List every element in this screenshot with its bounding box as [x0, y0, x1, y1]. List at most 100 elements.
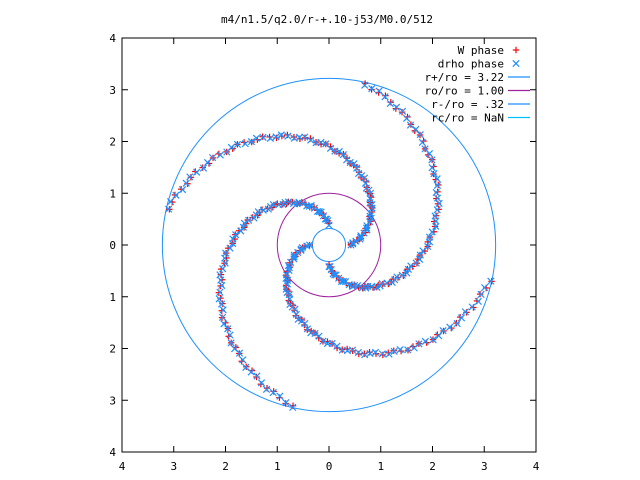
- drho-phase-point: [229, 239, 237, 248]
- cross-stroke: [203, 158, 212, 167]
- cross-stroke: [325, 221, 333, 229]
- drho-phase-point: [233, 140, 242, 149]
- drho-phase-point: [425, 233, 434, 241]
- drho-phase-point: [428, 163, 436, 172]
- drho-phase-point: [363, 224, 371, 232]
- cross-stroke: [272, 133, 280, 141]
- cross-stroke: [339, 151, 347, 159]
- x-tick-label: 3: [481, 460, 488, 473]
- drho-phase-point: [424, 242, 432, 251]
- cross-stroke: [328, 339, 336, 348]
- cross-stroke: [416, 131, 424, 139]
- drho-phase-point: [178, 186, 187, 194]
- drho-phase-point: [416, 251, 424, 259]
- cross-stroke: [366, 189, 375, 197]
- cross-stroke: [404, 265, 412, 274]
- drho-phase-point: [351, 281, 359, 290]
- drho-phase-point: [275, 201, 283, 209]
- cross-stroke: [477, 290, 485, 299]
- x-tick-label: 3: [170, 460, 177, 473]
- cross-stroke: [326, 263, 334, 271]
- drho-phase-point: [381, 93, 389, 101]
- cross-stroke: [474, 297, 482, 306]
- cross-stroke: [398, 271, 406, 279]
- cross-stroke: [319, 212, 328, 220]
- drho-phase-point: [439, 327, 447, 335]
- cross-stroke: [233, 140, 242, 149]
- drho-phase-point: [412, 125, 420, 133]
- cross-stroke: [218, 281, 226, 290]
- cross-stroke: [317, 138, 325, 147]
- cross-stroke: [333, 342, 341, 350]
- x-tick-label: 2: [222, 460, 229, 473]
- x-tick-label: 1: [274, 460, 281, 473]
- drho-phase-point: [361, 351, 369, 359]
- drho-phase-point: [407, 262, 415, 270]
- cross-stroke: [343, 347, 352, 355]
- drho-phase-point: [290, 253, 298, 261]
- drho-phase-point: [431, 212, 439, 220]
- drho-phase-point: [474, 297, 482, 306]
- cross-stroke: [326, 144, 335, 153]
- drho-phase-point: [457, 314, 466, 322]
- cross-stroke: [432, 222, 440, 230]
- drho-phase-point: [287, 258, 295, 266]
- drho-phase-point: [199, 164, 208, 172]
- drho-phase-point: [354, 169, 363, 178]
- drho-phase-point: [339, 151, 347, 159]
- cross-stroke: [327, 265, 335, 274]
- cross-stroke: [350, 160, 358, 168]
- drho-phase-point: [244, 216, 253, 224]
- cross-stroke: [428, 163, 436, 172]
- drho-phase-point: [357, 233, 365, 242]
- drho-phase-point: [403, 269, 411, 277]
- cross-stroke: [259, 206, 268, 214]
- cross-stroke: [398, 107, 407, 115]
- x-tick-label: 4: [119, 460, 126, 473]
- cross-stroke: [165, 205, 173, 213]
- drho-phase-point: [282, 398, 290, 407]
- drho-phase-point: [215, 295, 223, 303]
- cross-stroke: [351, 281, 359, 290]
- cross-stroke: [433, 181, 442, 190]
- cross-stroke: [223, 148, 231, 156]
- drho-phase-point: [167, 198, 175, 206]
- drho-phase-point: [250, 214, 258, 222]
- cross-stroke: [383, 279, 391, 287]
- cross-stroke: [269, 388, 277, 397]
- legend-marker-swatch: [512, 46, 520, 54]
- y-tick-label: 4: [109, 446, 116, 459]
- drho-phase-point: [289, 199, 298, 208]
- cross-stroke: [266, 134, 274, 142]
- cross-stroke: [222, 249, 230, 257]
- drho-phase-point: [328, 339, 336, 348]
- drho-phase-point: [220, 320, 228, 328]
- drho-phase-point: [433, 206, 441, 214]
- cross-stroke: [303, 325, 312, 333]
- cross-stroke: [407, 262, 415, 270]
- reference-circle: [161, 77, 497, 413]
- cross-stroke: [396, 346, 404, 354]
- drho-phase-point: [284, 132, 292, 140]
- cross-stroke: [403, 114, 411, 122]
- drho-phase-point: [396, 346, 404, 354]
- drho-phase-point: [291, 305, 299, 313]
- cross-stroke: [218, 313, 227, 321]
- legend-marker-swatch: [512, 59, 520, 68]
- drho-phase-point: [406, 121, 415, 129]
- drho-phase-point: [283, 280, 292, 288]
- drho-phase-point: [398, 271, 406, 279]
- cross-stroke: [289, 199, 298, 208]
- cross-stroke: [346, 158, 354, 167]
- drho-phase-point: [375, 87, 383, 95]
- drho-phase-point: [348, 346, 357, 354]
- drho-phase-point: [368, 85, 376, 93]
- drho-phase-point: [468, 303, 476, 311]
- cross-stroke: [368, 85, 376, 93]
- drho-phase-point: [266, 134, 274, 142]
- cross-stroke: [264, 205, 273, 213]
- cross-stroke: [361, 351, 369, 359]
- cross-stroke: [439, 327, 447, 335]
- cross-stroke: [239, 356, 247, 364]
